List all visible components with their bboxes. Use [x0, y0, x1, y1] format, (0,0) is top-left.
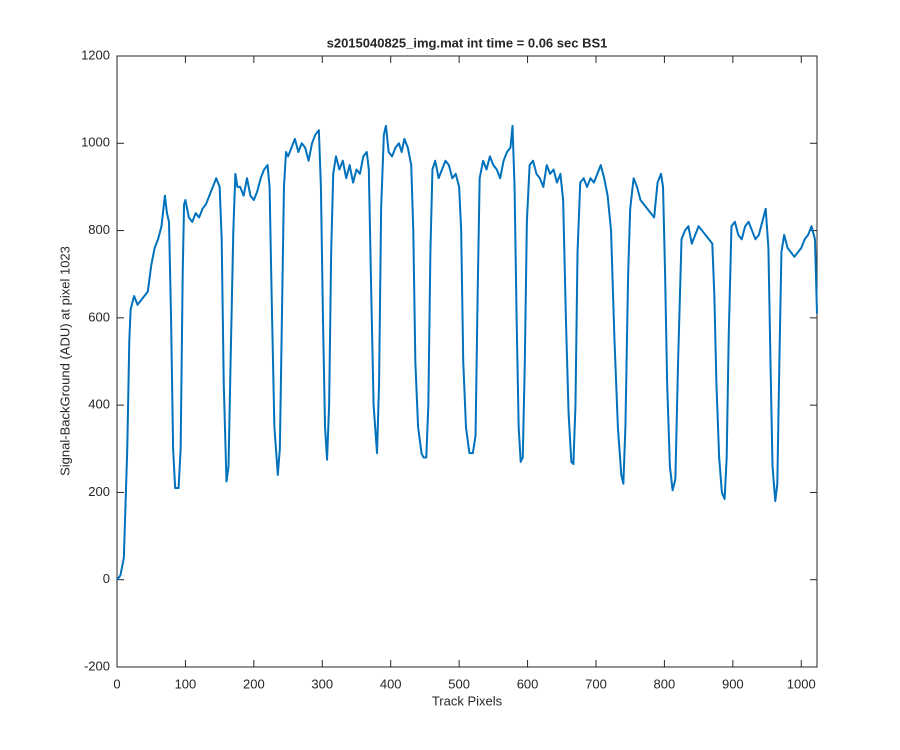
y-tick-label: 400 — [88, 397, 110, 412]
y-tick-label: 1000 — [81, 135, 110, 150]
y-axis-label: Signal-BackGround (ADU) at pixel 1023 — [57, 246, 72, 476]
x-tick-label: 700 — [585, 676, 607, 691]
x-tick-label: 600 — [517, 676, 539, 691]
x-tick-label: 200 — [243, 676, 265, 691]
y-tick-label: 1200 — [81, 47, 110, 62]
axes-box — [116, 55, 818, 668]
x-tick-label: 0 — [113, 676, 120, 691]
x-tick-label: 100 — [175, 676, 197, 691]
x-tick-label: 400 — [380, 676, 402, 691]
y-tick-label: -200 — [84, 658, 110, 673]
x-tick-label: 1000 — [787, 676, 816, 691]
x-tick-label: 500 — [448, 676, 470, 691]
y-tick-label: 200 — [88, 484, 110, 499]
x-axis-label: Track Pixels — [432, 693, 503, 708]
x-tick-label: 900 — [722, 676, 744, 691]
y-tick-label: 0 — [103, 571, 110, 586]
y-tick-label: 600 — [88, 309, 110, 324]
data-line — [116, 124, 818, 581]
y-tick-label: 800 — [88, 222, 110, 237]
x-tick-label: 800 — [654, 676, 676, 691]
chart-title: s2015040825_img.mat int time = 0.06 sec … — [327, 35, 608, 50]
x-tick-label: 300 — [311, 676, 333, 691]
